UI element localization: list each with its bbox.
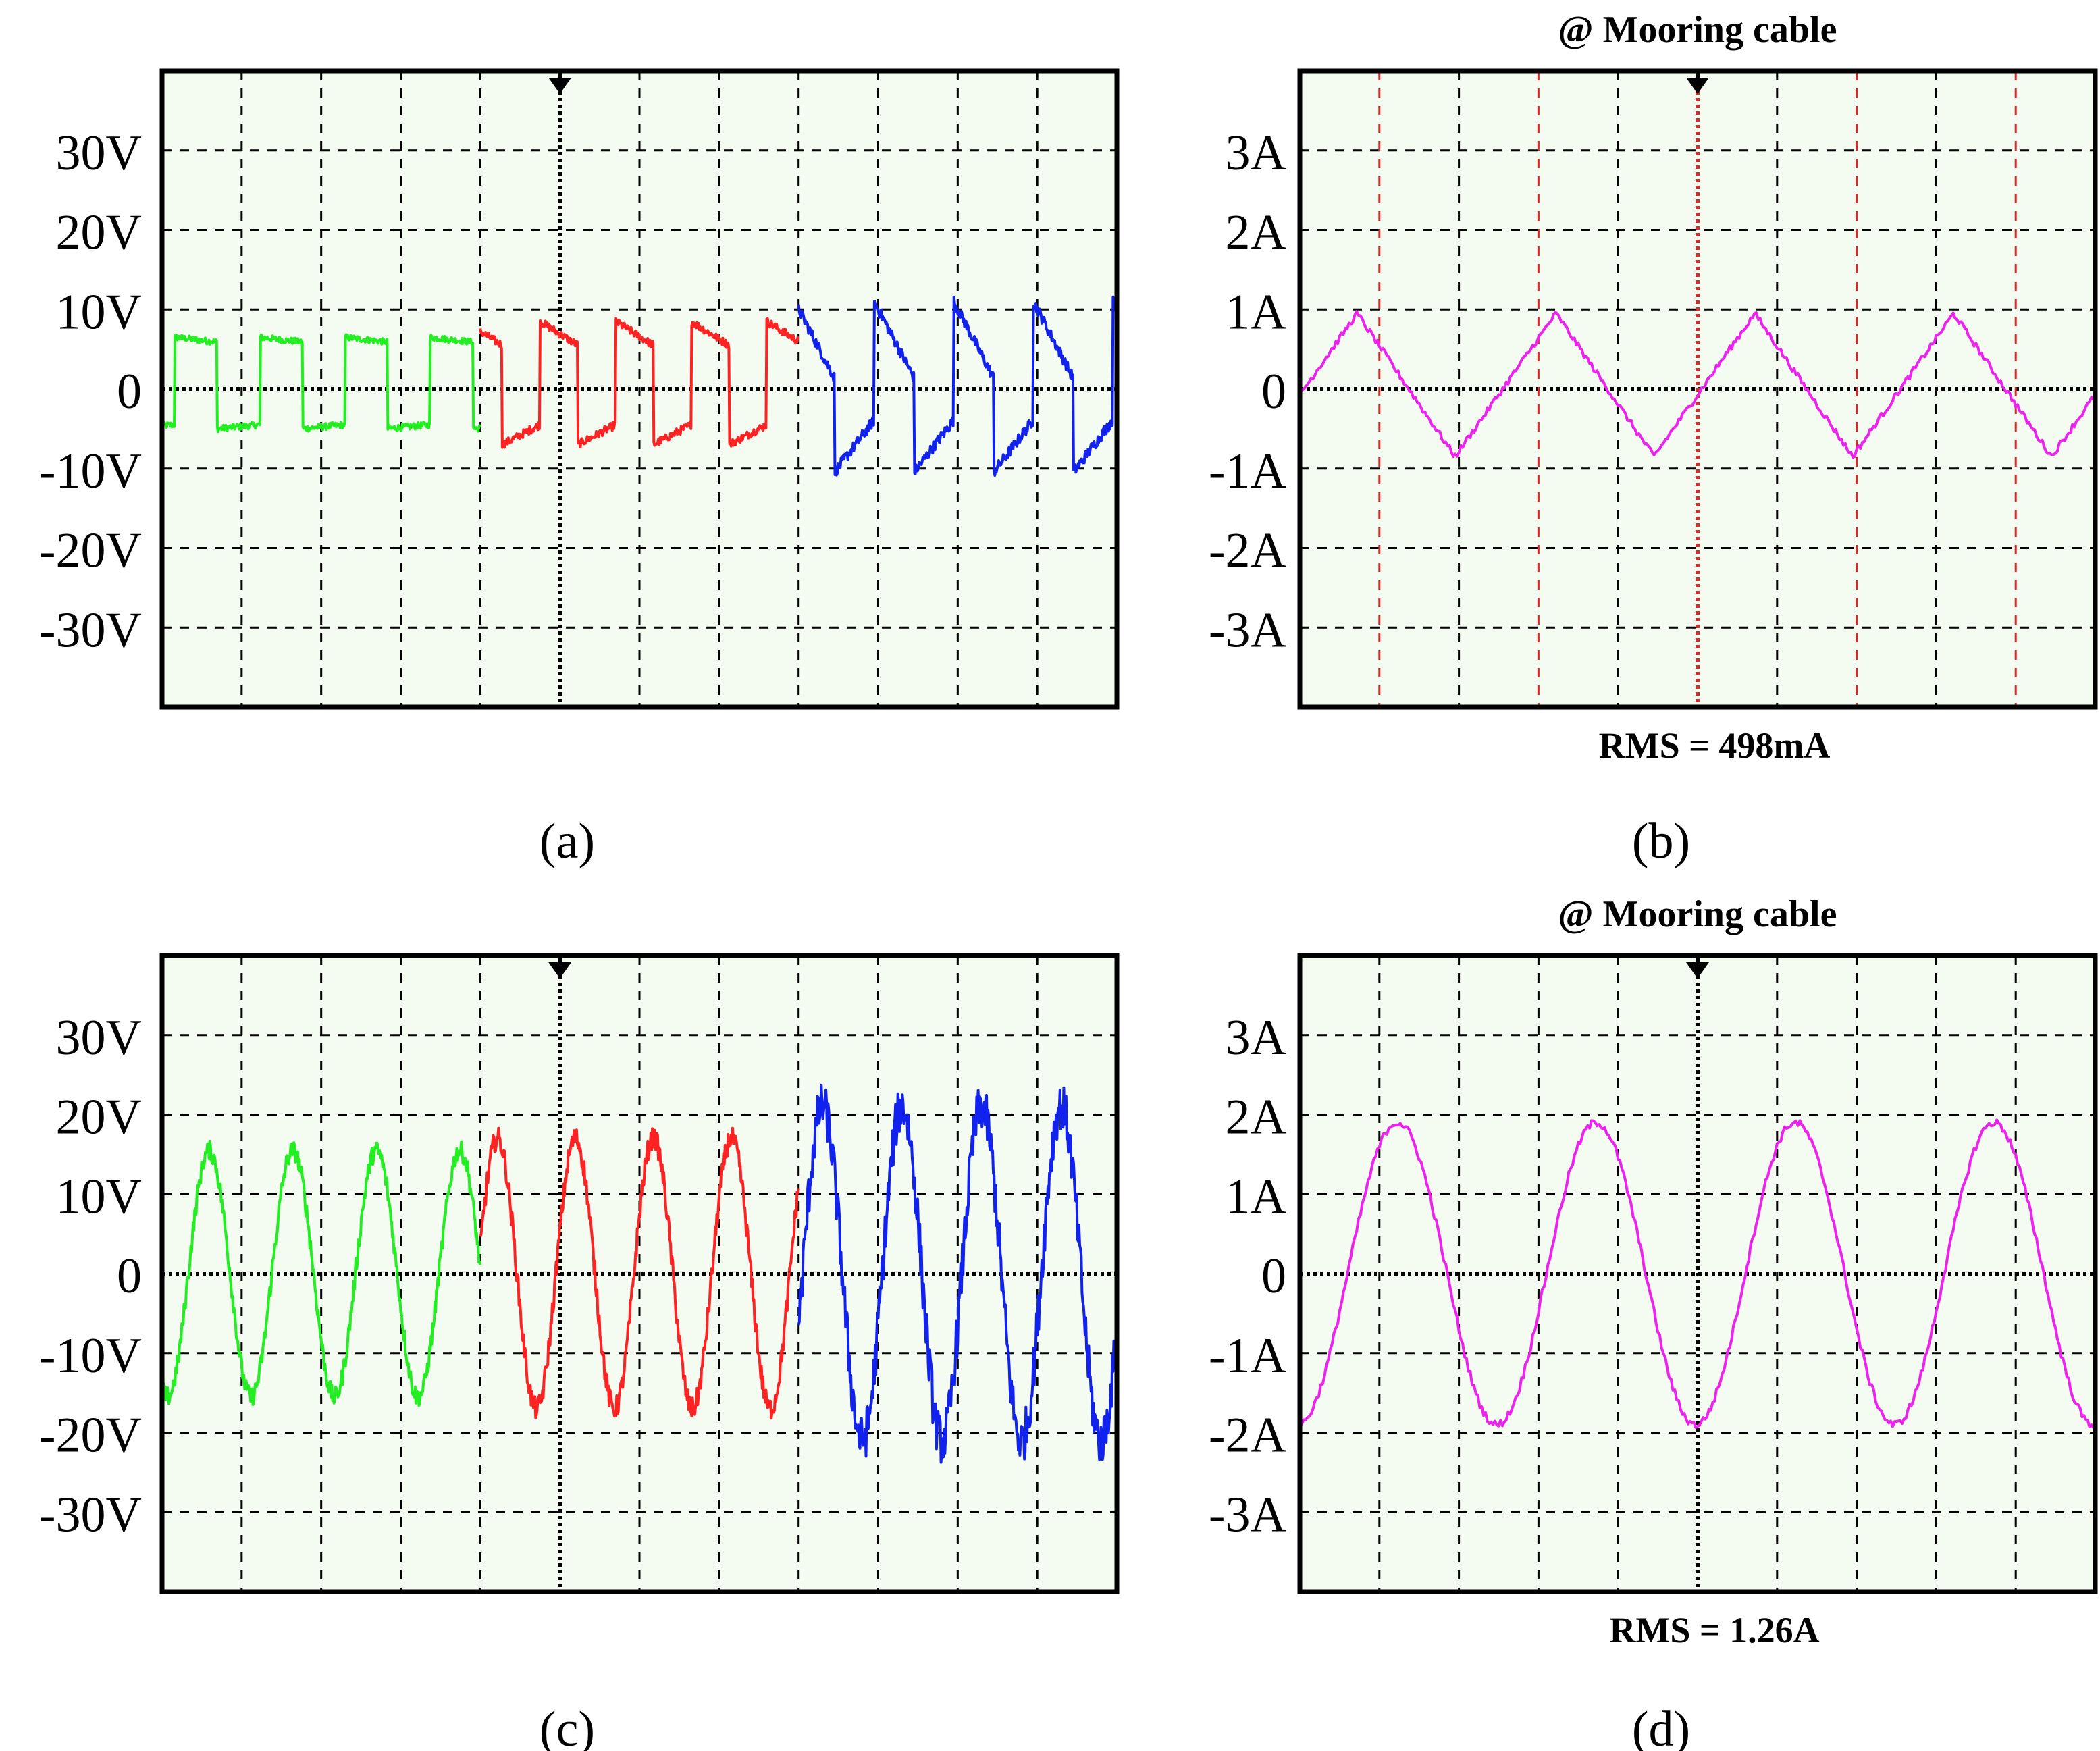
y-tick-label: 3A [1226,126,1286,181]
trigger-marker-stem [1696,72,1700,79]
y-tick-label: -10V [39,1328,142,1384]
y-tick-label: 0 [1261,1249,1286,1304]
y-tick-label: 10V [56,284,142,340]
panel-label: (d) [1632,1702,1690,1751]
trace-a-1 [161,333,481,434]
plot-frame-b [1297,68,2098,710]
panel-title: @ Mooring cable [1558,893,1837,935]
trigger-marker-stem [1696,957,1700,964]
panel-title: @ Mooring cable [1558,9,1837,51]
trigger-marker [1686,78,1709,94]
y-tick-label: -1A [1209,444,1286,499]
trigger-marker-stem [558,72,562,79]
y-tick-label: 30V [56,1010,142,1066]
grid-b [1300,71,2095,707]
y-tick-label: -2A [1209,1408,1286,1463]
trigger-marker-stem [558,957,562,964]
y-tick-label: -20V [39,523,142,579]
y-tick-label: 3A [1226,1010,1286,1066]
y-tick-label: -20V [39,1408,142,1463]
y-tick-label: 0 [1261,364,1286,419]
y-tick-label: 1A [1226,1169,1286,1224]
trace-c-2 [479,1126,800,1420]
grid-d [1300,956,2095,1592]
y-tick-label: 10V [56,1169,142,1224]
panel-c: 30V 20V 10V 0 -10V -20V -30V (c) [39,953,1120,1751]
y-tick-label: -2A [1209,523,1286,579]
y-tick-label: 2A [1226,205,1286,261]
panel-d: 3A 2A 1A 0 -1A -2A -3A @ Mooring cable RMS = 1.2… [1209,893,2098,1751]
y-tick-label: 1A [1226,284,1286,340]
trace-d-1 [1298,1118,2096,1429]
y-tick-label: 0 [117,1249,142,1304]
trace-a-3 [797,295,1118,477]
panel-a: 30V 20V 10V 0 -10V -20V -30V (a) [39,68,1120,869]
plot-frame-d [1297,953,2098,1594]
panel-label: (c) [540,1702,595,1751]
y-tick-label: 20V [56,1090,142,1145]
trigger-marker [548,962,572,978]
y-tick-label: -30V [39,602,142,658]
plot-frame-c [159,953,1120,1594]
rms-annotation: RMS = 498mA [1599,725,1831,766]
trigger-marker [548,78,572,94]
grid-a [162,71,1117,707]
grid-c [162,956,1117,1592]
trigger-marker [1686,962,1709,978]
y-tick-label: -10V [39,444,142,499]
panel-b: 3A 2A 1A 0 -1A -2A -3A @ Mooring cable RMS = 498… [1209,9,2098,869]
trace-b-1 [1298,310,2097,459]
trace-a-2 [479,317,800,449]
trace-c-1 [161,1139,482,1407]
rms-annotation: RMS = 1.26A [1609,1610,1819,1650]
trace-c-3 [797,1083,1118,1464]
plot-frame-a [159,68,1120,710]
y-tick-label: 30V [56,126,142,181]
y-tick-label: 20V [56,205,142,261]
y-tick-label: -3A [1209,1487,1286,1542]
panel-label: (b) [1632,814,1690,869]
y-tick-label: -30V [39,1487,142,1542]
panel-label: (a) [540,814,595,869]
y-tick-label: -1A [1209,1328,1286,1384]
y-tick-label: 0 [117,364,142,419]
y-tick-label: -3A [1209,602,1286,658]
y-tick-label: 2A [1226,1090,1286,1145]
